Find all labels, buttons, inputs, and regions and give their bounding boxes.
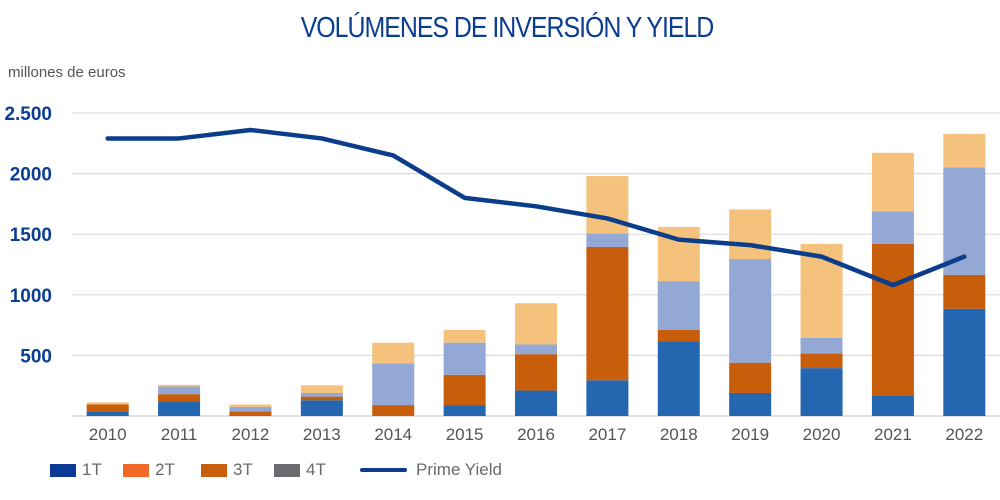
x-tick-label-2019: 2019 xyxy=(731,425,769,444)
legend-label-4t: 4T xyxy=(306,460,326,479)
legend-item-3t: 3T xyxy=(201,456,253,484)
legend-label-1t: 1T xyxy=(82,460,102,479)
y-tick-label-2500: 2.500 xyxy=(4,104,52,125)
bar-2011-1t xyxy=(158,401,201,416)
bar-2022-1t xyxy=(943,308,986,416)
y-axis-ticks: 500 1000 1500 2000 2.500 xyxy=(4,104,52,367)
bar-2019-4t xyxy=(729,209,772,260)
legend-swatch-1t xyxy=(50,463,76,477)
legend: 1T 2T 3T 4T Prime Yield xyxy=(0,456,1000,484)
bar-2019-1t xyxy=(729,392,772,416)
bar-2011-4t xyxy=(158,384,201,387)
line-prime-yield xyxy=(105,127,967,288)
bar-2020-4t xyxy=(800,243,843,338)
legend-item-1t: 1T xyxy=(50,456,102,484)
legend-swatch-4t xyxy=(274,463,300,477)
x-tick-label-2012: 2012 xyxy=(232,425,270,444)
prime-yield-line-group xyxy=(105,127,967,288)
bar-2015-1t xyxy=(443,405,486,416)
x-tick-label-2017: 2017 xyxy=(588,425,626,444)
x-tick-label-2018: 2018 xyxy=(660,425,698,444)
bar-2014-3t xyxy=(372,405,415,416)
y-tick-label-2000: 2000 xyxy=(10,165,52,186)
y-axis-unit-label: millones de euros xyxy=(8,64,126,81)
y-tick-label-1500: 1500 xyxy=(10,225,52,246)
chart-title: VOLÚMENES DE INVERSIÓN Y YIELD xyxy=(300,12,715,44)
bar-2010-1t xyxy=(86,411,129,416)
bars xyxy=(86,133,986,416)
bar-2016-2t xyxy=(515,344,557,355)
bar-2019-3t xyxy=(729,362,772,393)
bar-2018-2t xyxy=(657,281,700,330)
y-tick-label-500: 500 xyxy=(20,346,52,367)
legend-item-4t: 4T xyxy=(274,456,326,484)
bar-2017-3t xyxy=(586,246,629,381)
bar-2020-1t xyxy=(800,368,843,416)
x-axis-ticks: 2010 2011 2012 2013 2014 2015 2016 2017 2018 2019… xyxy=(89,425,983,444)
bar-2018-1t xyxy=(657,341,700,416)
bar-2015-2t xyxy=(443,342,486,375)
bar-2012-3t xyxy=(229,411,272,416)
bar-2016-1t xyxy=(515,390,557,416)
bar-2015-4t xyxy=(443,329,486,343)
bar-2016-3t xyxy=(515,354,557,391)
bar-2013-3t xyxy=(300,396,343,401)
legend-swatch-2t xyxy=(123,463,149,477)
y-tick-label-1000: 1000 xyxy=(10,286,52,307)
bar-2012-2t xyxy=(229,406,272,412)
bar-2015-3t xyxy=(443,374,486,406)
bar-2014-2t xyxy=(372,363,415,406)
legend-item-2t: 2T xyxy=(123,456,175,484)
x-tick-label-2021: 2021 xyxy=(874,425,912,444)
x-tick-label-2014: 2014 xyxy=(374,425,412,444)
x-tick-label-2011: 2011 xyxy=(161,425,198,444)
bar-2021-1t xyxy=(871,395,914,416)
bar-2022-4t xyxy=(943,133,986,168)
legend-item-prime-yield: Prime Yield xyxy=(360,456,502,484)
bar-2022-3t xyxy=(943,274,986,309)
x-tick-label-2010: 2010 xyxy=(89,425,127,444)
bar-2017-1t xyxy=(586,380,629,416)
legend-label-2t: 2T xyxy=(155,460,175,479)
legend-swatch-3t xyxy=(201,463,227,477)
x-tick-label-2016: 2016 xyxy=(517,425,555,444)
bar-2013-2t xyxy=(300,392,343,397)
bar-2010-3t xyxy=(86,404,129,412)
x-tick-label-2022: 2022 xyxy=(945,425,983,444)
x-tick-label-2020: 2020 xyxy=(803,425,841,444)
legend-line-prime-yield xyxy=(360,468,407,472)
legend-label-prime-yield: Prime Yield xyxy=(416,460,502,479)
bar-2016-4t xyxy=(515,303,557,345)
bar-2011-2t xyxy=(158,386,201,395)
bar-2019-2t xyxy=(729,259,772,363)
legend-label-3t: 3T xyxy=(233,460,253,479)
bar-2020-2t xyxy=(800,337,843,354)
bar-2011-3t xyxy=(158,394,201,402)
bar-2021-2t xyxy=(871,211,914,244)
bar-2018-3t xyxy=(657,329,700,342)
bar-2012-4t xyxy=(229,404,272,407)
x-tick-label-2013: 2013 xyxy=(303,425,341,444)
x-tick-label-2015: 2015 xyxy=(446,425,484,444)
bar-2013-1t xyxy=(300,400,343,416)
bar-2010-4t xyxy=(86,402,129,405)
bar-2013-4t xyxy=(300,385,343,393)
bar-2014-4t xyxy=(372,342,415,364)
bar-2020-3t xyxy=(800,353,843,369)
bar-2021-3t xyxy=(871,243,914,396)
bar-2021-4t xyxy=(871,152,914,212)
bar-2017-2t xyxy=(586,233,629,247)
